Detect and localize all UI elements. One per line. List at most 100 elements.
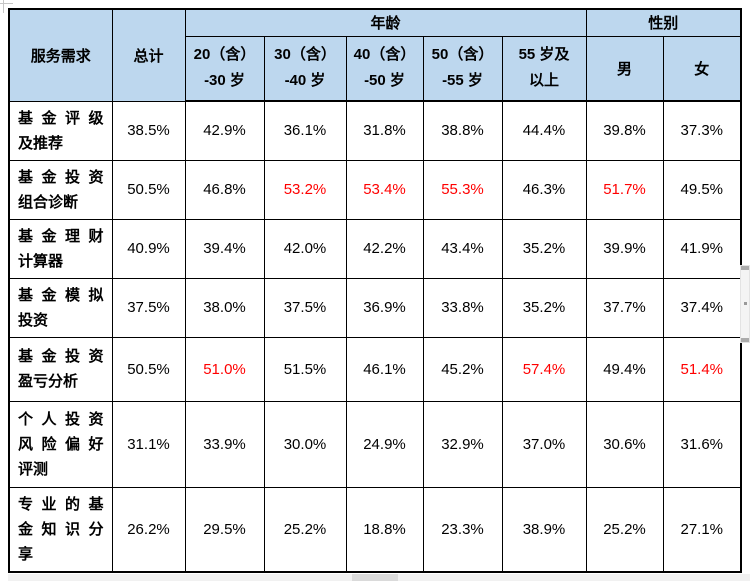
col-header-age-20-30: 20（含） -30 岁 [184,35,265,102]
row-label: 基金模拟 投资 [8,277,113,338]
col-header-female: 女 [662,35,742,102]
col-header-total: 总计 [111,8,186,102]
value-cell: 25.2% [263,486,347,573]
value-cell: 36.1% [263,100,347,161]
row-label: 基金投资 组合诊断 [8,159,113,220]
table-row: 个人投资 风险偏好 评测 31.1% 33.9% 30.0% 24.9% 32.9% 37.0%… [8,400,742,488]
value-cell-highlighted: 51.7% [585,159,664,220]
value-cell: 38.9% [501,486,587,573]
col-header-line: -55 岁 [442,72,483,90]
row-label-line: 基金评级 [18,109,104,127]
value-cell: 49.5% [662,159,742,220]
col-header-age-30-40: 30（含） -40 岁 [263,35,347,102]
row-label: 基金投资 盈亏分析 [8,336,113,402]
value-cell: 39.4% [184,218,265,279]
col-header-line: 55 岁及 [518,46,570,64]
row-label-line: 专业的基 [18,495,104,513]
table-row: 基金投资 盈亏分析 50.5% 51.0% 51.5% 46.1% 45.2% 57.4% 49… [8,336,742,402]
horizontal-scrollbar-track[interactable] [8,574,750,581]
value-cell: 23.3% [422,486,503,573]
col-header-service-need: 服务需求 [8,8,113,102]
table-row: 基金理财 计算器 40.9% 39.4% 42.0% 42.2% 43.4% 35.2% 39.… [8,218,742,279]
value-cell: 50.5% [111,336,186,402]
value-cell: 31.1% [111,400,186,488]
col-header-line: -50 岁 [364,72,405,90]
value-cell: 44.4% [501,100,587,161]
row-label-line: 基金理财 [18,227,104,245]
value-cell: 36.9% [345,277,424,338]
scrollbar-grip-dot [744,302,747,305]
col-header-line: 20（含） [193,46,256,64]
value-cell: 51.5% [263,336,347,402]
horizontal-scrollbar-thumb[interactable] [352,574,398,581]
row-label-line: 基金投资 [18,348,104,365]
value-cell: 37.3% [662,100,742,161]
col-header-line: 40（含） [353,46,416,64]
value-cell: 37.7% [585,277,664,338]
value-cell: 37.0% [501,400,587,488]
row-label: 个人投资风险偏好评测 [8,400,113,488]
value-cell: 31.8% [345,100,424,161]
value-cell: 40.9% [111,218,186,279]
value-cell: 49.4% [585,336,664,402]
value-cell: 29.5% [184,486,265,573]
table-body: 基金评级 及推荐 38.5% 42.9% 36.1% 31.8% 38.8% 44.4% 39.… [8,100,742,573]
value-cell: 43.4% [422,218,503,279]
value-cell: 42.0% [263,218,347,279]
value-cell: 38.0% [184,277,265,338]
col-header-line: 30（含） [274,46,336,64]
value-cell: 27.1% [662,486,742,573]
value-cell: 39.8% [585,100,664,161]
row-label: 基金理财 计算器 [8,218,113,279]
row-label-line: 个人投资 [18,410,104,428]
survey-crosstab-table: 服务需求 总计 年龄 性别 20（含） -30 岁 30（含） -40 岁 40… [8,8,743,573]
row-label-line: 风险偏好 [18,435,104,453]
value-cell: 35.2% [501,277,587,338]
col-header-age-50-55: 50（含） -55 岁 [422,35,503,102]
value-cell-highlighted: 53.4% [345,159,424,220]
value-cell-highlighted: 55.3% [422,159,503,220]
value-cell-highlighted: 51.4% [662,336,742,402]
row-label-line: 计算器 [18,252,64,270]
corner-mark-vertical-line [3,0,4,13]
col-header-age-55-plus: 55 岁及 以上 [501,35,587,102]
table-row: 基金模拟 投资 37.5% 38.0% 37.5% 36.9% 33.8% 35.2% 37.7… [8,277,742,338]
value-cell: 18.8% [345,486,424,573]
col-header-line: 以上 [528,72,559,90]
value-cell-highlighted: 51.0% [184,336,265,402]
col-header-male: 男 [585,35,664,102]
row-label-line: 投资 [18,311,49,329]
value-cell: 46.3% [501,159,587,220]
row-label-line: 评测 [18,460,49,478]
value-cell: 24.9% [345,400,424,488]
value-cell: 35.2% [501,218,587,279]
header-group-row: 服务需求 总计 年龄 性别 [8,8,742,102]
header-sub-row: 20（含） -30 岁 30（含） -40 岁 40（含） -50 岁 50（含… [9,35,742,102]
row-label: 基金评级 及推荐 [8,100,113,161]
group-header-gender: 性别 [585,8,742,37]
vertical-scrollbar[interactable] [740,265,750,343]
value-cell-highlighted: 57.4% [501,336,587,402]
value-cell: 42.2% [345,218,424,279]
value-cell: 33.9% [184,400,265,488]
value-cell: 32.9% [422,400,503,488]
col-header-line: -30 岁 [204,72,245,90]
group-header-age: 年龄 [184,8,587,37]
value-cell: 41.9% [662,218,742,279]
value-cell: 38.8% [422,100,503,161]
value-cell: 30.0% [263,400,347,488]
row-label-line: 基金模拟 [18,286,104,304]
row-label-line: 金知识分 [18,520,104,538]
scrollbar-top-cap [741,266,749,270]
value-cell: 33.8% [422,277,503,338]
value-cell: 31.6% [662,400,742,488]
value-cell: 46.8% [184,159,265,220]
row-label: 专业的基 金知识分享 [8,486,113,573]
value-cell: 30.6% [585,400,664,488]
corner-mark-horizontal-line [0,3,13,4]
value-cell-highlighted: 53.2% [263,159,347,220]
value-cell: 45.2% [422,336,503,402]
value-cell: 50.5% [111,159,186,220]
value-cell: 39.9% [585,218,664,279]
